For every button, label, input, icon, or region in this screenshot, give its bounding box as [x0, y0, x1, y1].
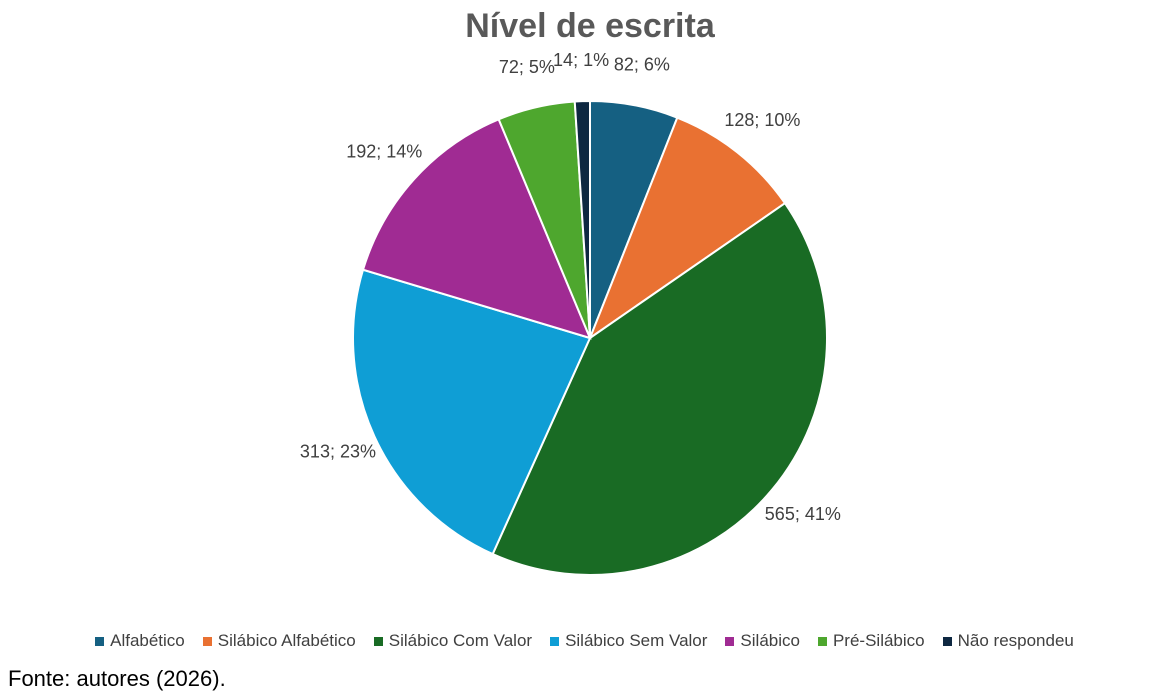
legend-label: Pré-Silábico	[832, 631, 925, 650]
legend-swatch	[550, 636, 560, 646]
legend-swatch	[95, 636, 105, 646]
data-label: 313; 23%	[300, 442, 376, 462]
legend-swatch	[817, 636, 827, 646]
data-label: 565; 41%	[765, 504, 841, 524]
legend-swatch	[725, 636, 735, 646]
legend-item: Silábico	[725, 631, 800, 651]
legend-label: Silábico Sem Valor	[565, 631, 708, 650]
data-label: 128; 10%	[724, 110, 800, 130]
legend-item: Alfabético	[95, 631, 185, 651]
data-label: 192; 14%	[346, 141, 422, 161]
legend-label: Silábico Com Valor	[388, 631, 533, 650]
chart-title: Nível de escrita	[465, 7, 716, 45]
pie-slice	[491, 201, 828, 576]
chart: Nível de escrita 82; 6% 128; 10% 565; 41% 3…	[300, 7, 841, 576]
legend-label: Alfabético	[110, 631, 185, 650]
legend-item: Não respondeu	[942, 631, 1074, 651]
legend-label: Silábico	[740, 631, 800, 650]
legend: Alfabético Silábico Alfabético Silábico Co…	[0, 631, 1169, 651]
legend-label: Silábico Alfabético	[217, 631, 356, 650]
legend-swatch	[942, 636, 952, 646]
legend-swatch	[202, 636, 212, 646]
data-label: 82; 6%	[614, 55, 670, 75]
legend-item: Silábico Alfabético	[202, 631, 356, 651]
data-label: 14; 1%	[553, 50, 609, 70]
pie-slice	[361, 117, 592, 340]
legend-label: Não respondeu	[957, 631, 1074, 650]
legend-item: Silábico Sem Valor	[550, 631, 707, 651]
source-note: Fonte: autores (2026).	[8, 666, 226, 691]
legend-item: Silábico Com Valor	[373, 631, 533, 651]
pie-slice	[573, 99, 591, 339]
data-label: 72; 5%	[499, 57, 555, 77]
pie-slice	[352, 268, 592, 556]
legend-item: Pré-Silábico	[817, 631, 925, 651]
pie-slice	[587, 116, 787, 341]
legend-swatch	[373, 636, 383, 646]
